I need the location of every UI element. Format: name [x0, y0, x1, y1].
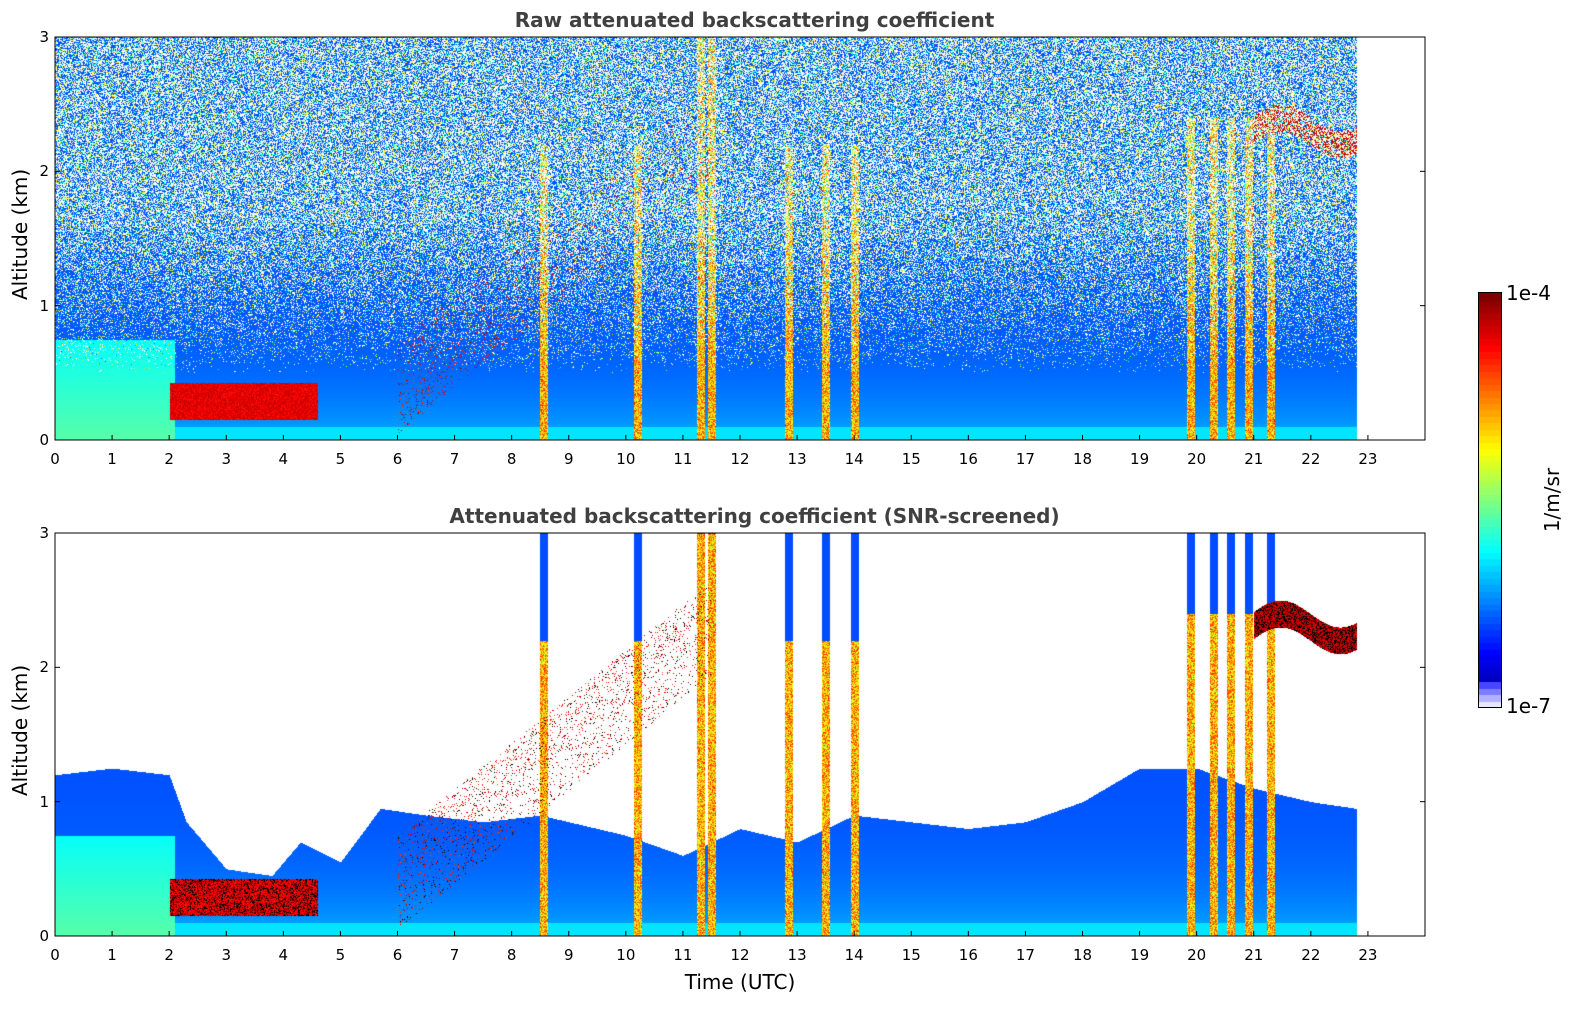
panel1-xtick-label: 17	[1015, 450, 1035, 468]
panel2-heatmap	[55, 533, 1425, 936]
panel2-xtick-label: 11	[673, 946, 693, 964]
panel2-xtick-label: 0	[50, 946, 60, 964]
panel1-xtick-label: 10	[616, 450, 636, 468]
panel1-xtick-label: 3	[221, 450, 232, 468]
panel2-xtick-label: 7	[449, 946, 460, 964]
panel2-xtick-label: 2	[164, 946, 174, 964]
panel2-xtick-label: 15	[901, 946, 921, 964]
panel1-xtick-label: 20	[1187, 450, 1207, 468]
panel1-xtick-label: 23	[1358, 450, 1378, 468]
panel2-xlabel: Time (UTC)	[684, 970, 796, 994]
panel1-xtick-label: 22	[1301, 450, 1321, 468]
panel1-xtick-label: 11	[673, 450, 693, 468]
panel2-xtick-label: 6	[392, 946, 403, 964]
panel2-xtick-label: 4	[278, 946, 289, 964]
colorbar-gradient	[1479, 293, 1501, 707]
panel1-ytick-label: 0	[39, 431, 49, 449]
panel2-xtick-label: 13	[787, 946, 807, 964]
panel1-xtick-label: 19	[1130, 450, 1150, 468]
panel2-xtick-label: 19	[1130, 946, 1150, 964]
panel1-frame	[54, 36, 1426, 441]
panel1-heatmap	[55, 37, 1425, 440]
colorbar-max-label: 1e-4	[1506, 281, 1551, 305]
panel1-ytick-label: 3	[39, 28, 49, 46]
panel1-xtick-label: 6	[392, 450, 403, 468]
panel1-xtick-label: 12	[730, 450, 750, 468]
panel1-xtick-label: 16	[958, 450, 978, 468]
panel2-xtick-label: 23	[1358, 946, 1378, 964]
panel1-xtick-label: 0	[50, 450, 60, 468]
panel1-xtick-label: 13	[787, 450, 807, 468]
colorbar	[1478, 292, 1502, 708]
panel1-ytick-label: 2	[39, 162, 49, 181]
panel2-frame	[54, 532, 1426, 937]
panel2-xtick-label: 22	[1301, 946, 1321, 964]
panel1-xtick-label: 9	[563, 450, 574, 468]
panel1-xtick-label: 14	[844, 450, 864, 468]
panel2-xtick-label: 1	[107, 946, 117, 964]
panel2-xtick-label: 9	[563, 946, 574, 964]
panel2-xtick-label: 21	[1244, 946, 1264, 964]
panel2-ytick-label: 3	[39, 524, 49, 542]
panel2-xtick-label: 18	[1072, 946, 1093, 964]
panel2-xtick-label: 16	[958, 946, 978, 964]
panel1-xtick-label: 18	[1072, 450, 1093, 468]
panel1-xtick-label: 5	[335, 450, 346, 468]
panel2-xtick-label: 8	[506, 946, 517, 964]
panel2-xtick-label: 10	[616, 946, 636, 964]
panel2-ytick-label: 0	[39, 927, 49, 945]
panel2-xtick-label: 20	[1187, 946, 1207, 964]
panel1-xtick-label: 7	[449, 450, 460, 468]
panel2-plot-area	[55, 533, 1425, 936]
panel1-xtick-label: 8	[506, 450, 517, 468]
panel2-xtick-label: 5	[335, 946, 346, 964]
panel1-plot-area	[55, 37, 1425, 440]
panel2-ytick-label: 2	[39, 658, 49, 677]
panel1-xtick-label: 4	[278, 450, 289, 468]
panel2-title: Attenuated backscattering coefficient (S…	[449, 504, 1060, 528]
panel2-xtick-label: 17	[1015, 946, 1035, 964]
panel1-xtick-label: 2	[164, 450, 174, 468]
panel1-ytick-label: 1	[39, 296, 49, 315]
panel2-ytick-label: 1	[39, 792, 49, 811]
panel2-xtick-label: 3	[221, 946, 232, 964]
panel1-title: Raw attenuated backscattering coefficien…	[514, 8, 995, 32]
panel1-xtick-label: 1	[107, 450, 117, 468]
panel2-xtick-label: 14	[844, 946, 864, 964]
panel2-xtick-label: 12	[730, 946, 750, 964]
panel1-xtick-label: 15	[901, 450, 921, 468]
panel1-xtick-label: 21	[1244, 450, 1264, 468]
colorbar-min-label: 1e-7	[1506, 694, 1551, 718]
